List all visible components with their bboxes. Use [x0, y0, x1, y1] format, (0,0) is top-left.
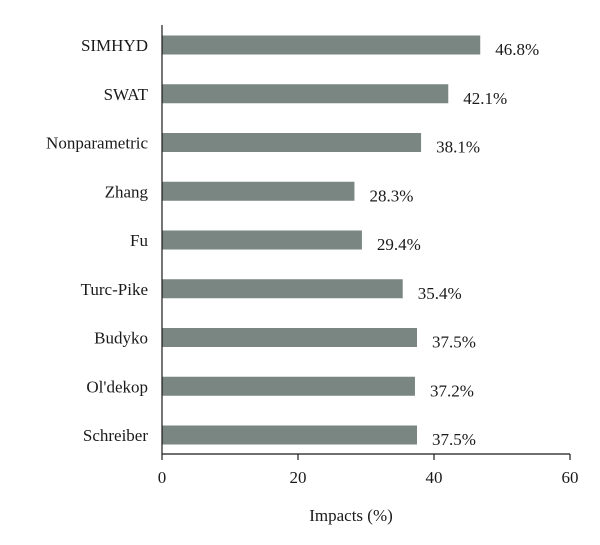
value-label: 35.4%	[418, 284, 462, 303]
x-tick-label: 20	[290, 468, 307, 487]
value-label: 37.5%	[432, 430, 476, 449]
x-ticks: 0 20 40 60	[158, 454, 579, 487]
bar-nonparametric	[162, 133, 422, 152]
x-tick-label: 60	[562, 468, 579, 487]
value-label: 28.3%	[369, 186, 413, 205]
bar-turc-pike	[162, 279, 403, 299]
category-label: Turc-Pike	[81, 280, 148, 299]
category-label: Ol'dekop	[86, 377, 148, 396]
x-tick-label: 40	[426, 468, 443, 487]
category-label: Fu	[130, 231, 148, 250]
bars-group	[162, 35, 481, 445]
bar-swat	[162, 84, 449, 104]
bar-schreiber	[162, 425, 417, 445]
bar-ol-dekop	[162, 376, 415, 396]
category-labels: SIMHYD SWAT Nonparametric Zhang Fu Turc-Pike B…	[46, 36, 149, 445]
category-label: SIMHYD	[81, 36, 148, 55]
axes	[161, 25, 570, 455]
value-label: 46.8%	[495, 40, 539, 59]
value-label: 42.1%	[463, 89, 507, 108]
category-label: Nonparametric	[46, 134, 148, 153]
bar-zhang	[162, 181, 355, 201]
category-label: Schreiber	[83, 426, 148, 445]
category-label: SWAT	[104, 85, 149, 104]
value-label: 29.4%	[377, 235, 421, 254]
value-label: 37.2%	[430, 381, 474, 400]
x-axis-title: Impacts (%)	[309, 506, 393, 525]
value-labels: 46.8% 42.1% 38.1% 28.3% 29.4% 35.4% 37.5% 37.2%…	[369, 40, 539, 449]
category-label: Zhang	[105, 182, 149, 201]
bar-budyko	[162, 328, 417, 347]
x-tick-label: 0	[158, 468, 167, 487]
value-label: 38.1%	[436, 138, 480, 157]
bar-fu	[162, 230, 362, 250]
bar-simhyd	[162, 35, 481, 55]
category-label: Budyko	[94, 329, 148, 348]
value-label: 37.5%	[432, 333, 476, 352]
